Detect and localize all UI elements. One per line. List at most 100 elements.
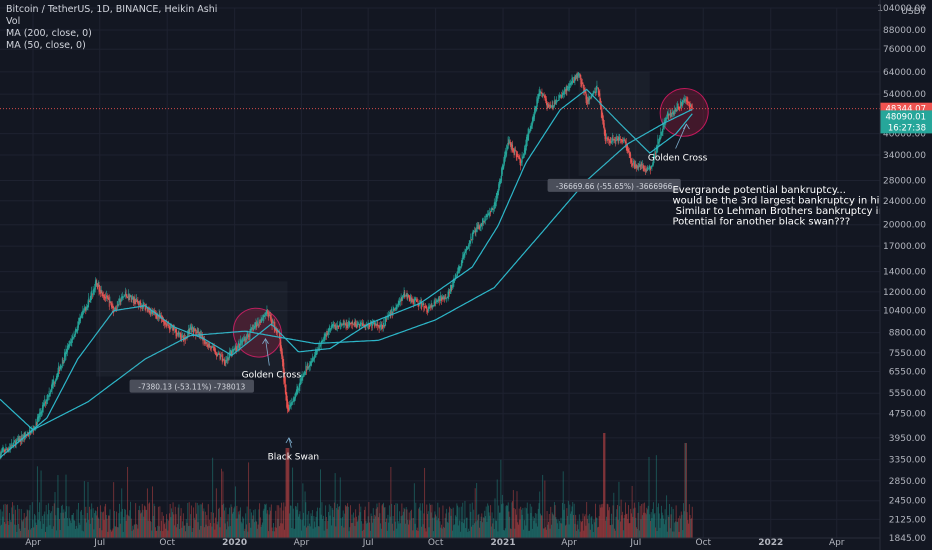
volume-bar [350,505,351,538]
volume-bar [305,502,307,538]
candle-body [446,297,448,299]
volume-bar [404,509,406,538]
volume-bar [600,507,602,538]
candle-body [493,209,494,211]
volume-bar [501,504,503,538]
volume-bar [60,512,62,538]
volume-bar [414,523,416,538]
candle-body [50,390,52,394]
candle-body [658,138,660,143]
volume-bar [198,505,200,538]
candle-body [648,166,650,169]
candle-body [577,74,579,77]
volume-bar [688,504,690,538]
volume-bar [108,515,110,538]
volume-bar [275,510,277,538]
candle-body [391,308,393,315]
candle-body [82,309,84,315]
candle-body [350,323,352,325]
candle-body [540,92,542,94]
candle-body [65,349,67,357]
volume-bar [353,517,355,538]
volume-bar [454,515,456,538]
candle-body [687,100,689,103]
annotation-arrow [265,338,270,366]
volume-bar [100,511,102,538]
candle-body [449,291,450,293]
volume-bar [326,528,328,538]
candle-body [356,323,358,327]
volume-bar [441,528,443,538]
candle-body [64,352,65,362]
volume-bar [30,529,32,538]
volume-bar [92,508,94,538]
time-axis[interactable]: Apr Jul Oct 2020 Apr Jul Oct 2021 Apr Jul Oct 2022 A… [0,537,880,548]
volume-bar [150,521,152,538]
candle-body [415,299,417,300]
volume-bar [309,526,311,538]
candle-body [650,165,652,169]
candle-body [328,328,329,335]
ma50-indicator-label[interactable]: MA (50, close, 0) [6,40,86,51]
volume-bar [435,516,437,538]
candle-body [165,322,167,324]
price-axis[interactable]: 104000.0088000.0076000.0064000.0054000.0… [877,0,932,550]
candle-body [69,341,71,344]
candle-body [350,323,351,324]
candle-body [471,239,472,241]
candle-body [375,323,377,326]
candle-body [363,324,365,326]
volume-bar [268,514,270,538]
volume-bar [154,506,156,538]
volume-bar [627,518,629,538]
volume-bar [159,506,161,538]
candle-body [295,393,296,399]
candle-body [605,133,607,144]
candle-body [330,328,332,330]
candle-body [273,321,274,323]
candle-body [515,150,517,158]
candle-body [215,352,217,356]
volume-bar [297,502,299,538]
candle-body [469,241,471,244]
volume-bar [28,510,30,538]
candle-body [667,111,669,116]
candle-body [441,296,443,300]
volume-bar [622,511,624,538]
candle-body [261,318,263,321]
candle-body [39,412,41,415]
volume-bar [251,512,252,538]
symbol-title[interactable]: Bitcoin / TetherUS, 1D, BINANCE, Heikin … [6,4,218,15]
candle-body [259,322,261,324]
volume-bar [398,523,400,538]
candle-body [562,93,564,95]
candle-body [612,139,614,141]
volume-bar [487,503,489,538]
volume-indicator-label[interactable]: Vol [6,16,21,27]
volume-bar [596,518,598,538]
ma200-indicator-label[interactable]: MA (200, close, 0) [6,28,92,39]
volume-bar [539,491,541,538]
price-tick-label: 6550.00 [889,367,926,377]
candle-body [163,320,165,325]
candle-body [487,214,489,217]
volume-bar [276,505,278,538]
volume-bar [681,514,683,538]
candle-body [336,326,338,328]
candle-body [513,149,515,155]
candle-body [519,157,521,163]
candle-body [351,321,353,324]
volume-bar [589,513,591,538]
volume-bar [340,518,342,538]
candle-body [678,107,680,109]
volume-bar [314,527,316,538]
candle-body [643,166,645,171]
volume-bar [356,521,358,538]
volume-bar [683,503,684,538]
volume-bar [129,510,131,538]
volume-bar [306,527,307,538]
candle-body [302,376,304,378]
volume-bar [38,512,40,538]
candle-body [123,296,125,298]
